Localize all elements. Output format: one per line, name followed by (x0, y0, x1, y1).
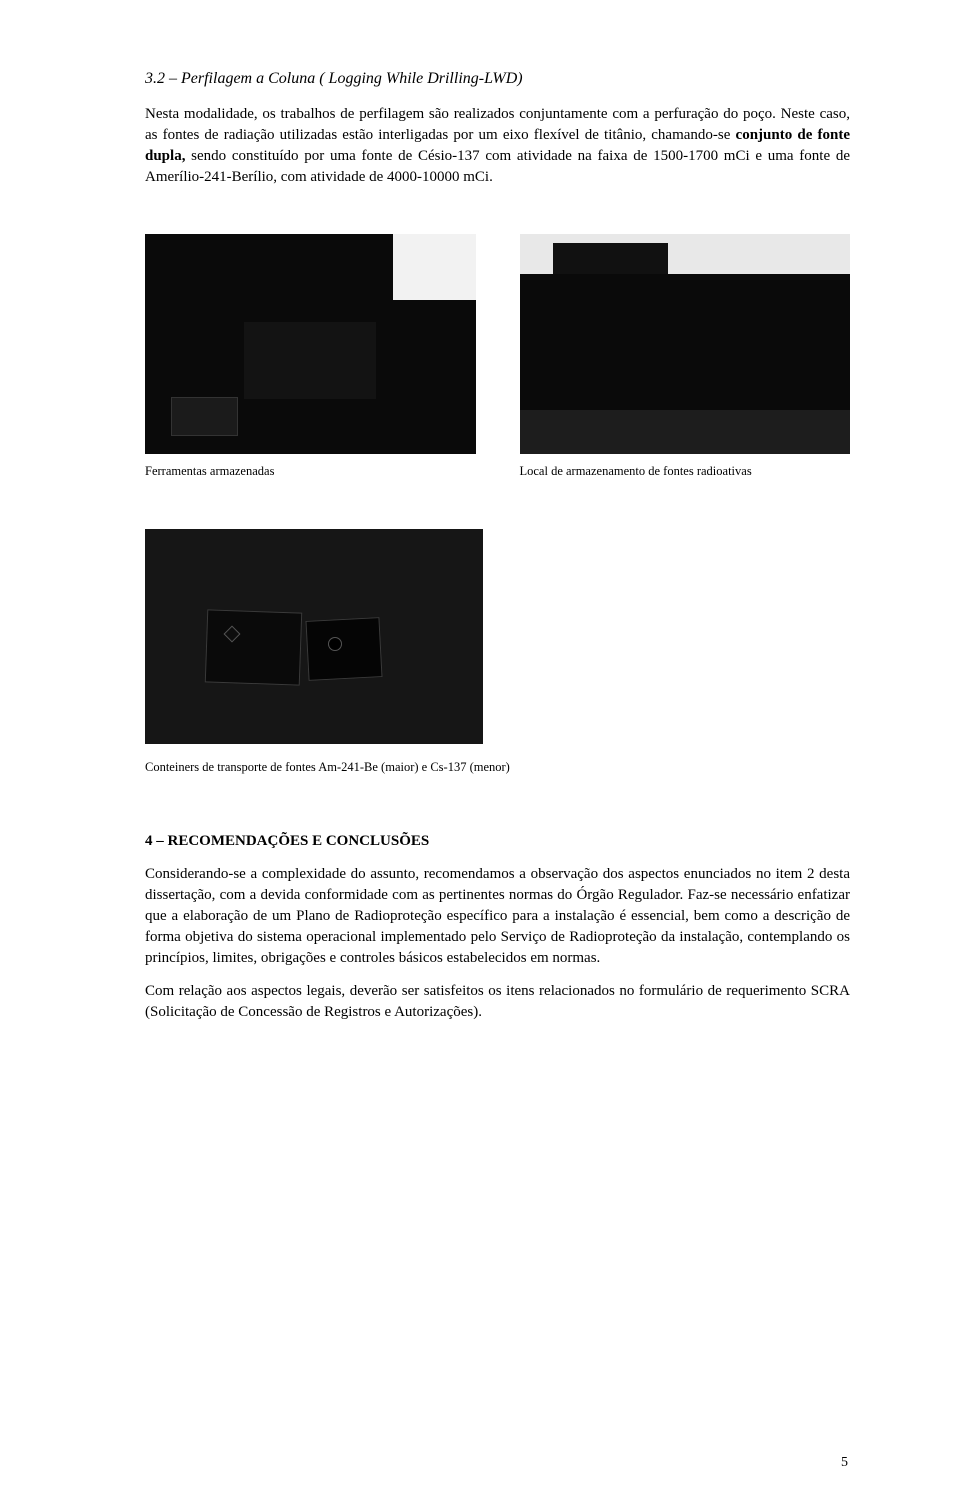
figure-single-image (145, 529, 483, 744)
page-number: 5 (841, 1455, 848, 1471)
figure-right-caption: Local de armazenamento de fontes radioat… (520, 464, 851, 479)
figure-left-caption: Ferramentas armazenadas (145, 464, 476, 479)
figure-row-1 (145, 234, 850, 454)
para-text-b: sendo constituído por uma fonte de Césio… (145, 148, 850, 185)
figure-single (145, 529, 483, 744)
figure-left-image (145, 234, 476, 454)
section-4-para1: Considerando-se a complexidade do assunt… (145, 864, 850, 969)
figure-single-caption: Conteiners de transporte de fontes Am-24… (145, 760, 850, 775)
section-3-2-heading: 3.2 – Perfilagem a Coluna ( Logging Whil… (145, 70, 850, 88)
section-3-2-paragraph: Nesta modalidade, os trabalhos de perfil… (145, 104, 850, 188)
figure-left (145, 234, 476, 454)
caption-row-1: Ferramentas armazenadas Local de armazen… (145, 464, 850, 479)
figure-right (520, 234, 851, 454)
section-4-para2: Com relação aos aspectos legais, deverão… (145, 981, 850, 1023)
section-4-heading: 4 – RECOMENDAÇÕES E CONCLUSÕES (145, 833, 850, 850)
figure-right-image (520, 234, 851, 454)
